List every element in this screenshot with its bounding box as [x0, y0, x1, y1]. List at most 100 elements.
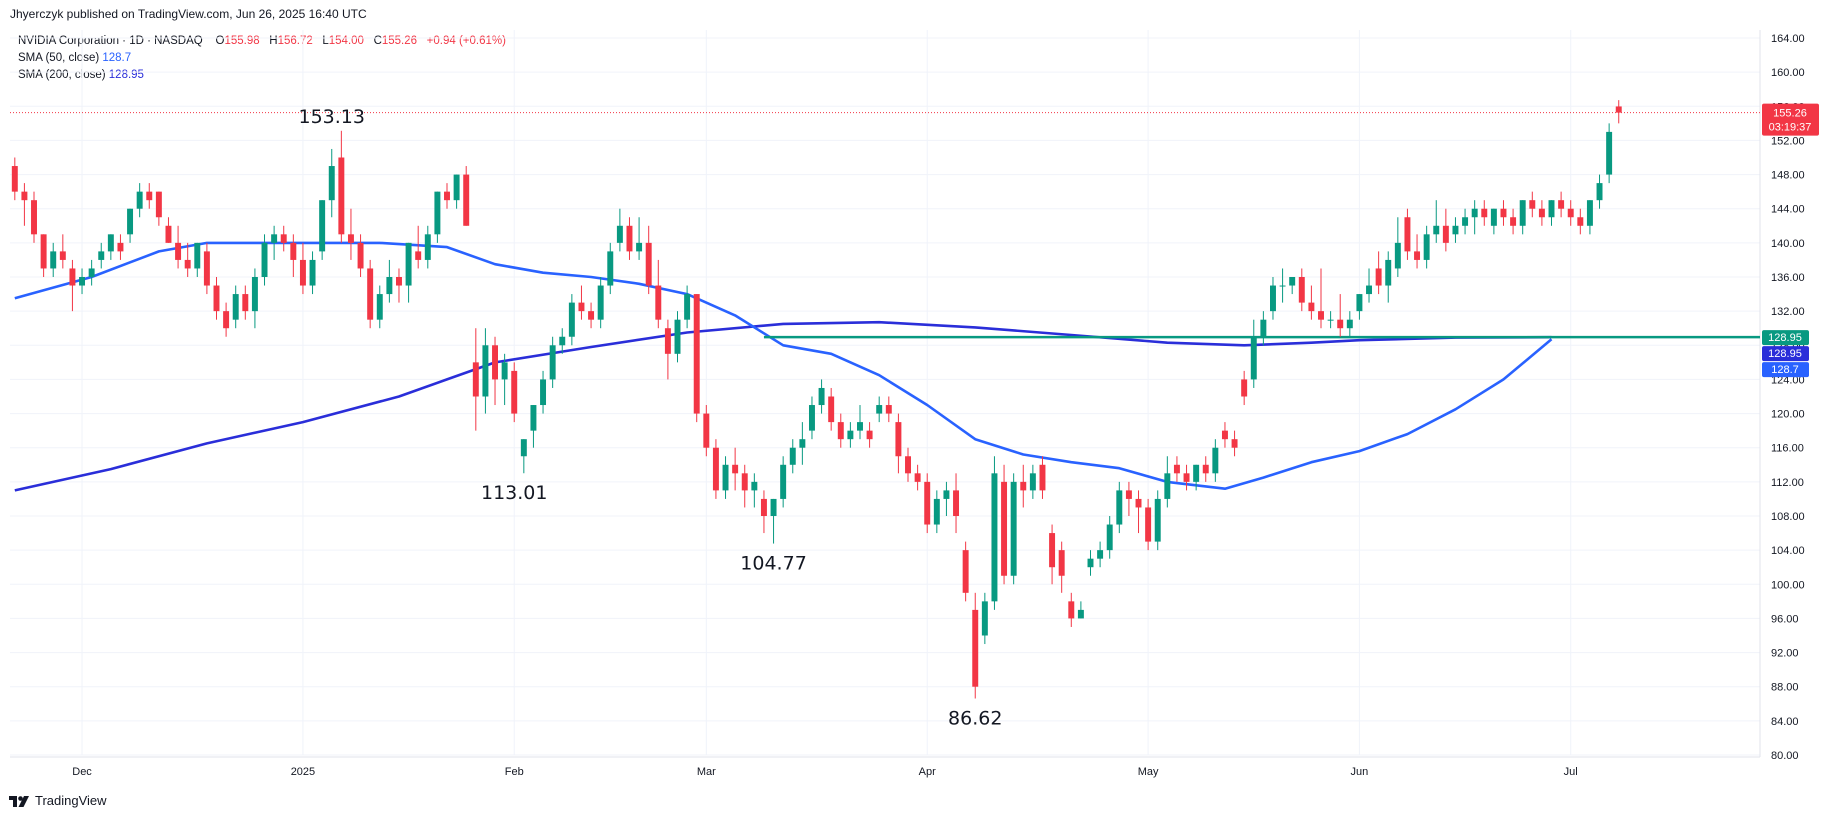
x-tick-label: Jul	[1564, 766, 1578, 778]
moving-averages	[14, 241, 1553, 492]
candle-body	[540, 379, 547, 406]
candle	[568, 294, 575, 346]
candle-body	[1145, 507, 1152, 542]
tradingview-logo-icon	[9, 795, 29, 807]
y-tick-label: 164.00	[1771, 33, 1805, 45]
candle-body	[645, 242, 652, 286]
candle	[194, 242, 201, 277]
candle	[616, 208, 623, 252]
candle	[1615, 100, 1622, 124]
candle	[818, 379, 825, 414]
candle	[1010, 473, 1017, 585]
candle-body	[319, 200, 326, 252]
candle-body	[1049, 533, 1056, 568]
candle-body	[962, 550, 969, 593]
candle-body	[444, 191, 450, 201]
candle-body	[184, 259, 191, 269]
candle-body	[31, 200, 37, 235]
candle-body	[453, 174, 460, 201]
candle	[636, 217, 643, 260]
candle	[50, 242, 57, 277]
candle	[876, 396, 883, 423]
x-tick-label: May	[1138, 766, 1159, 778]
candle-body	[1298, 277, 1305, 303]
candle-body	[741, 473, 748, 491]
candle	[453, 174, 460, 209]
candle	[1145, 498, 1152, 551]
candle-body	[203, 251, 210, 286]
price-chart[interactable]: 153.13 113.01 104.77 86.62 Dec 2025 Feb Mar Apr…	[0, 0, 1835, 790]
candle	[1212, 439, 1219, 482]
price-annotations: 153.13 113.01 104.77 86.62	[299, 106, 1003, 730]
candle-body	[11, 166, 18, 192]
candle-body	[59, 251, 66, 260]
candle-body	[1529, 200, 1536, 209]
y-tick-label: 124.00	[1771, 374, 1805, 386]
legend-o-label: O	[215, 35, 225, 47]
price-annotation-label: 113.01	[481, 482, 547, 504]
candle-body	[597, 285, 604, 320]
candle-body	[146, 191, 153, 201]
candle-body	[1308, 302, 1315, 312]
candle	[1001, 464, 1008, 585]
y-tick-label: 132.00	[1771, 306, 1805, 318]
candle-body	[607, 251, 614, 286]
candle	[981, 592, 988, 645]
candle	[1414, 234, 1421, 269]
candle	[88, 259, 95, 286]
candle-body	[1596, 183, 1603, 201]
candle	[1548, 200, 1555, 226]
candle-body	[482, 345, 489, 397]
candle-body	[751, 481, 758, 491]
tradingview-logo[interactable]: TradingView	[9, 793, 107, 808]
candle-body	[895, 422, 902, 457]
price-tag	[1762, 346, 1809, 362]
candle	[146, 183, 153, 209]
candle	[1385, 251, 1392, 303]
last-price-tag	[1762, 103, 1819, 136]
candle	[127, 208, 134, 243]
y-axis: 80.00 84.00 88.00 92.00 96.00 100.00 104.00 108…	[1771, 33, 1805, 762]
x-axis: Dec 2025 Feb Mar Apr May Jun Jul	[72, 766, 1577, 778]
sma50-line	[14, 241, 1553, 490]
candle-body	[520, 439, 527, 457]
candle	[799, 422, 806, 465]
candle	[69, 259, 76, 312]
candle-body	[242, 294, 249, 312]
candle	[549, 336, 556, 388]
candle	[386, 259, 393, 303]
candle	[376, 285, 383, 329]
candle-body	[1250, 336, 1257, 380]
candle-body	[280, 234, 287, 243]
candle-body	[1029, 473, 1036, 491]
candle	[1173, 456, 1180, 482]
candle	[712, 439, 719, 499]
candle	[1500, 200, 1507, 226]
candle-body	[1010, 481, 1017, 576]
y-tick-label: 116.00	[1771, 443, 1804, 455]
candle	[396, 268, 402, 303]
candle-body	[396, 277, 402, 286]
y-tick-label: 88.00	[1771, 682, 1799, 694]
candle	[837, 413, 844, 448]
candle-body	[175, 242, 182, 260]
candle-body	[463, 174, 470, 226]
candle-body	[1039, 464, 1046, 491]
candle-body	[732, 464, 739, 474]
candle	[213, 277, 220, 320]
candle-body	[136, 191, 143, 209]
candle-body	[1212, 447, 1219, 474]
candle-body	[107, 234, 114, 252]
candle	[1020, 464, 1027, 508]
candle	[1260, 311, 1267, 346]
candle	[40, 234, 47, 277]
candle-body	[98, 251, 105, 260]
price-tag-value: 128.95	[1768, 348, 1802, 360]
candle-body	[828, 396, 835, 423]
candle-body	[664, 328, 671, 354]
y-tick-label: 100.00	[1771, 579, 1805, 591]
candle	[1558, 191, 1565, 218]
candle	[808, 396, 815, 440]
candle-body	[559, 336, 566, 346]
candle	[655, 259, 662, 329]
